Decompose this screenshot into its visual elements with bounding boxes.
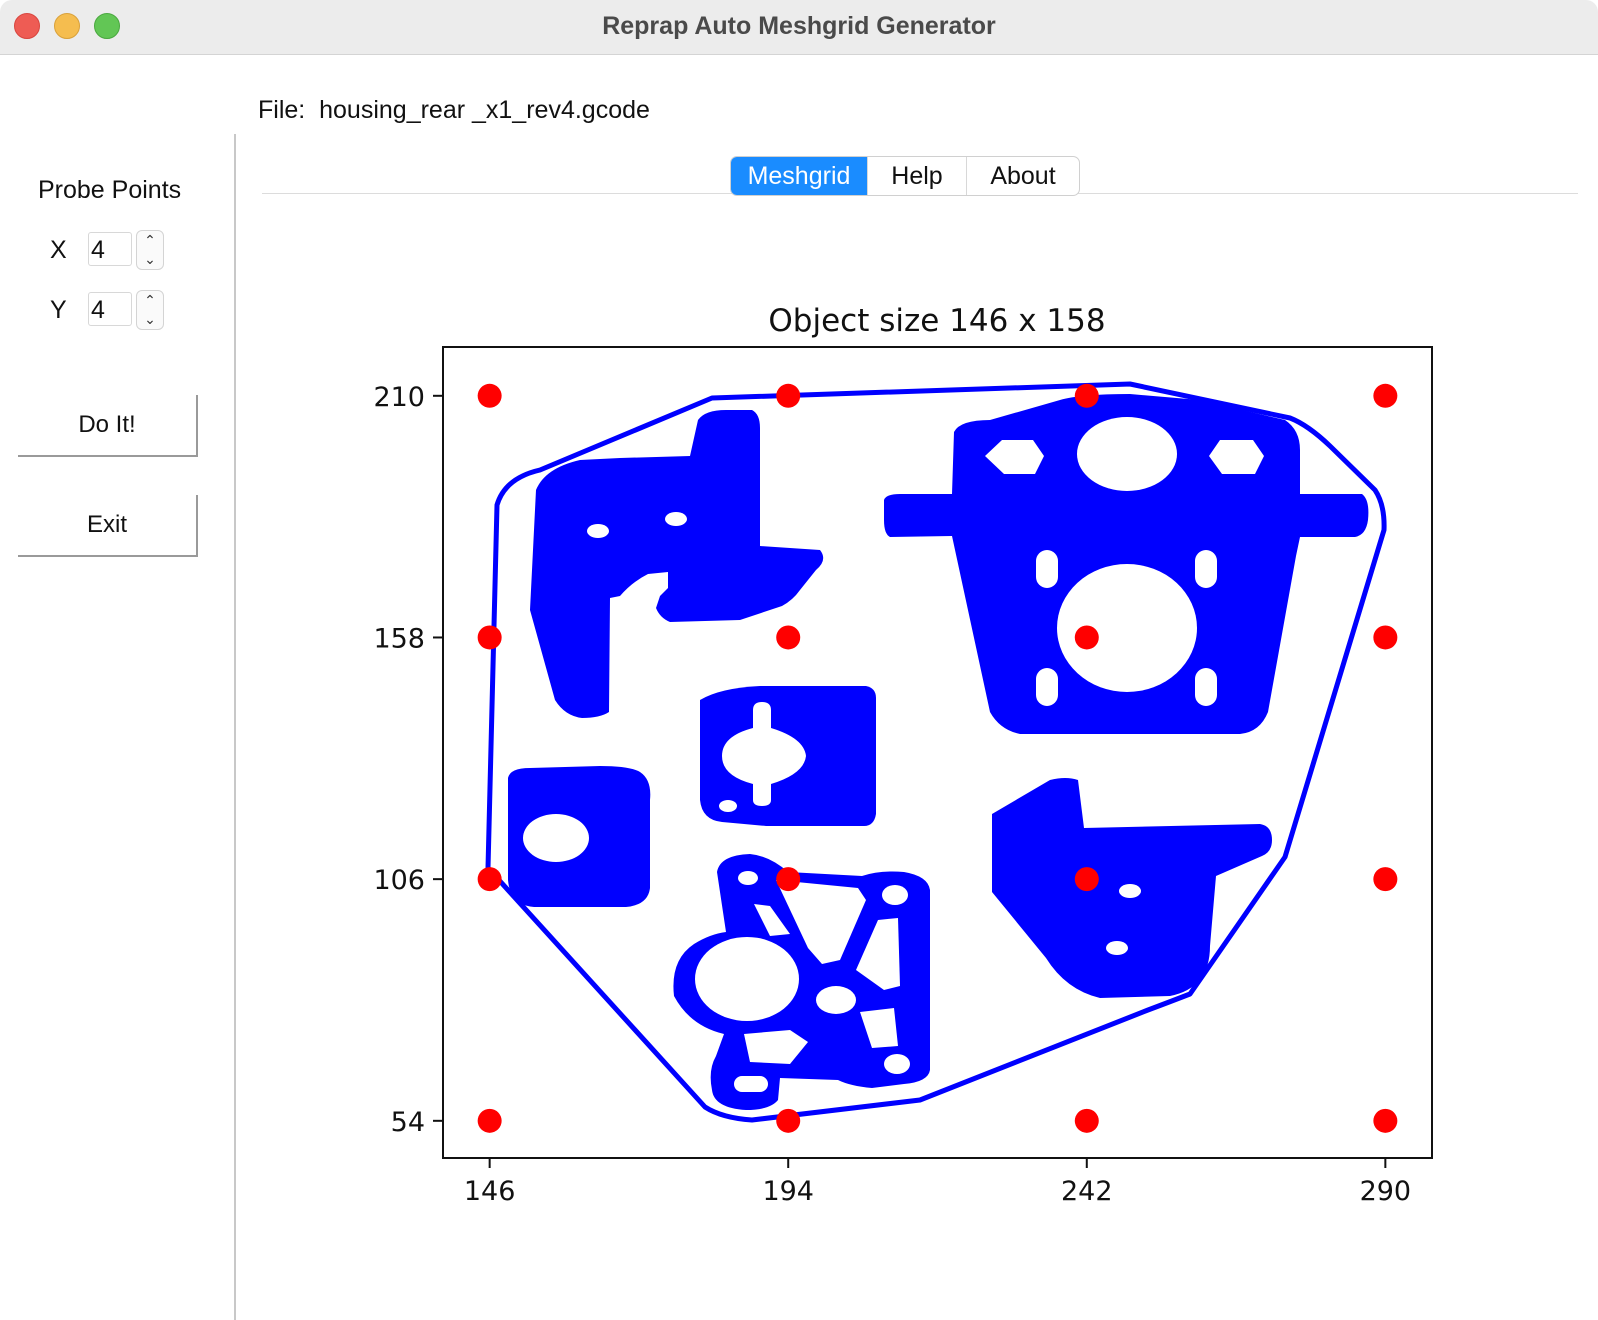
minimize-window-button[interactable]: [54, 13, 80, 39]
tab-about[interactable]: About: [990, 162, 1056, 190]
y-axis: 210 158 106 54: [373, 382, 443, 1138]
x-tick-label: 242: [1061, 1176, 1113, 1207]
tab-help[interactable]: Help: [868, 157, 967, 195]
window-title: Reprap Auto Meshgrid Generator: [602, 12, 996, 40]
object-toolpath: [485, 381, 1387, 1123]
x-tick-label: 194: [762, 1176, 814, 1207]
zoom-window-button[interactable]: [94, 13, 120, 39]
x-tick-label: 146: [464, 1176, 516, 1207]
probe-points-title: Probe Points: [38, 176, 182, 204]
x-axis: 146 194 242 290: [464, 1158, 1411, 1207]
probe-point: [477, 625, 502, 650]
probe-point: [1074, 625, 1099, 650]
probe-x-stepper[interactable]: ⌃ ⌄: [136, 230, 164, 270]
probe-point: [1373, 1108, 1398, 1133]
sidebar-divider: [234, 134, 236, 1320]
y-tick-label: 158: [373, 623, 425, 654]
part-plate-top-right: [884, 394, 1369, 734]
close-window-button[interactable]: [14, 13, 40, 39]
do-it-button[interactable]: Do It!: [18, 395, 198, 457]
probe-points-series: [477, 383, 1398, 1133]
probe-point: [477, 867, 502, 892]
chevron-down-icon[interactable]: ⌄: [144, 251, 156, 267]
chevron-up-icon[interactable]: ⌃: [144, 292, 156, 308]
title-bar: Reprap Auto Meshgrid Generator: [0, 0, 1598, 55]
outer-skirt: [485, 381, 1387, 1123]
chevron-down-icon[interactable]: ⌄: [144, 311, 156, 327]
y-tick-label: 106: [373, 865, 425, 896]
probe-point: [1373, 625, 1398, 650]
tab-meshgrid[interactable]: Meshgrid: [731, 157, 868, 195]
probe-point: [477, 383, 502, 408]
probe-x-input[interactable]: 4: [88, 232, 132, 266]
y-tick-label: 210: [373, 382, 425, 413]
chevron-up-icon[interactable]: ⌃: [144, 232, 156, 248]
probe-point: [776, 867, 801, 892]
y-tick-label: 54: [391, 1107, 425, 1138]
probe-point: [477, 1108, 502, 1133]
probe-point: [776, 383, 801, 408]
probe-point: [1373, 383, 1398, 408]
chart-title: Object size 146 x 158: [768, 303, 1105, 339]
probe-point: [776, 1108, 801, 1133]
part-spider-bracket: [673, 854, 930, 1110]
probe-point: [1074, 383, 1099, 408]
probe-point: [1373, 867, 1398, 892]
probe-x-label: X: [50, 236, 67, 264]
probe-y-label: Y: [50, 296, 67, 324]
probe-point: [776, 625, 801, 650]
tab-bar: Meshgrid Help About: [730, 156, 1080, 196]
plot-frame: [442, 346, 1433, 1159]
x-tick-label: 290: [1360, 1176, 1412, 1207]
probe-point: [1074, 867, 1099, 892]
probe-y-input[interactable]: 4: [88, 292, 132, 326]
exit-button[interactable]: Exit: [18, 495, 198, 557]
probe-y-stepper[interactable]: ⌃ ⌄: [136, 290, 164, 330]
probe-point: [1074, 1108, 1099, 1133]
part-bracket-left: [530, 410, 824, 718]
file-label: File: housing_rear _x1_rev4.gcode: [258, 96, 650, 124]
